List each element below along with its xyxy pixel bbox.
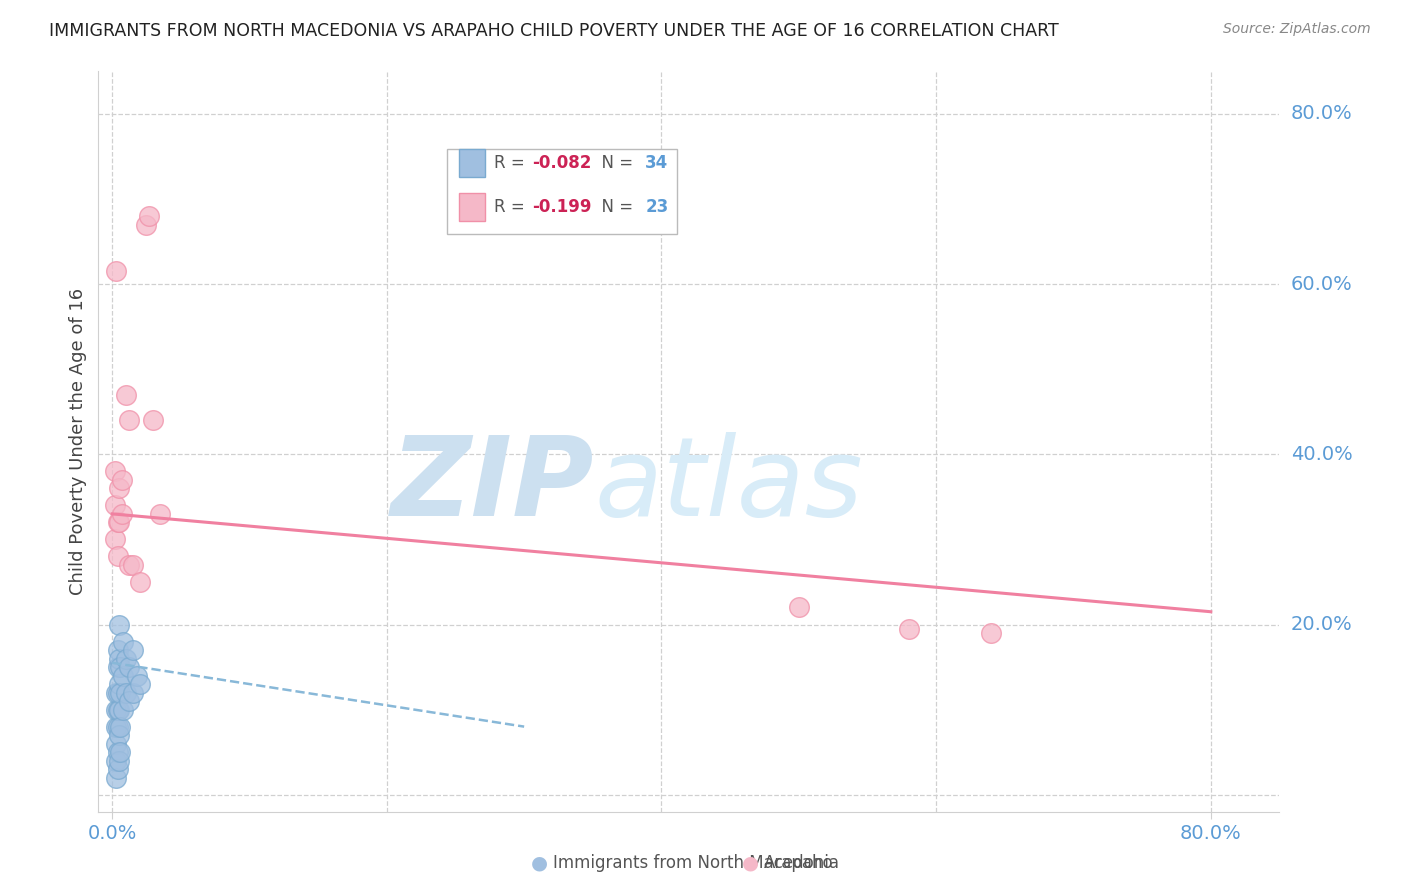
- Text: 40.0%: 40.0%: [1291, 445, 1353, 464]
- Point: [115, 651, 138, 665]
- Text: 23: 23: [645, 198, 668, 216]
- Point: [111, 507, 134, 521]
- Text: Arapaho: Arapaho: [763, 855, 834, 872]
- Point: [111, 473, 134, 487]
- Point: [107, 516, 129, 530]
- Text: 20.0%: 20.0%: [1291, 615, 1353, 634]
- Point: [142, 413, 165, 427]
- Point: [107, 745, 129, 759]
- Point: [110, 685, 132, 699]
- Point: [112, 668, 135, 682]
- Point: [105, 685, 128, 699]
- Point: [128, 677, 150, 691]
- Point: [108, 617, 131, 632]
- Point: [115, 685, 138, 699]
- Point: [108, 481, 131, 495]
- Point: [107, 549, 129, 564]
- FancyBboxPatch shape: [458, 149, 485, 178]
- Point: [107, 660, 129, 674]
- Point: [112, 634, 135, 648]
- Point: [110, 660, 132, 674]
- Point: [105, 737, 128, 751]
- Point: [117, 694, 139, 708]
- FancyBboxPatch shape: [447, 149, 678, 235]
- Text: Source: ZipAtlas.com: Source: ZipAtlas.com: [1223, 22, 1371, 37]
- Text: ●: ●: [742, 854, 759, 873]
- Point: [125, 668, 148, 682]
- Y-axis label: Child Poverty Under the Age of 16: Child Poverty Under the Age of 16: [69, 288, 87, 595]
- Point: [128, 574, 150, 589]
- Text: ●: ●: [531, 854, 548, 873]
- Point: [121, 685, 143, 699]
- Text: 60.0%: 60.0%: [1291, 275, 1353, 293]
- Text: -0.199: -0.199: [531, 198, 592, 216]
- Text: atlas: atlas: [595, 433, 863, 540]
- Point: [117, 413, 139, 427]
- Point: [121, 558, 143, 572]
- Text: R =: R =: [494, 198, 530, 216]
- Point: [110, 720, 132, 734]
- Point: [107, 720, 129, 734]
- Text: R =: R =: [494, 154, 530, 172]
- Point: [104, 499, 127, 513]
- Point: [108, 516, 131, 530]
- Point: [121, 643, 143, 657]
- Point: [104, 533, 127, 547]
- Point: [105, 754, 128, 768]
- Point: [115, 388, 138, 402]
- Text: 34: 34: [645, 154, 668, 172]
- Point: [117, 558, 139, 572]
- Point: [897, 622, 920, 636]
- Point: [108, 703, 131, 717]
- Point: [108, 677, 131, 691]
- Point: [787, 600, 810, 615]
- Point: [110, 745, 132, 759]
- Text: N =: N =: [591, 198, 638, 216]
- Point: [105, 720, 128, 734]
- Point: [980, 626, 1002, 640]
- Point: [107, 762, 129, 776]
- Point: [149, 507, 172, 521]
- Point: [107, 703, 129, 717]
- Text: ZIP: ZIP: [391, 433, 595, 540]
- Point: [104, 464, 127, 478]
- Text: Immigrants from North Macedonia: Immigrants from North Macedonia: [553, 855, 838, 872]
- Point: [105, 703, 128, 717]
- Point: [117, 660, 139, 674]
- Point: [105, 771, 128, 785]
- Text: 80.0%: 80.0%: [1291, 104, 1353, 123]
- Point: [108, 754, 131, 768]
- Point: [135, 218, 157, 232]
- Point: [107, 685, 129, 699]
- FancyBboxPatch shape: [458, 193, 485, 221]
- Point: [108, 728, 131, 742]
- Point: [107, 643, 129, 657]
- Point: [112, 703, 135, 717]
- Text: N =: N =: [591, 154, 638, 172]
- Point: [138, 209, 160, 223]
- Text: IMMIGRANTS FROM NORTH MACEDONIA VS ARAPAHO CHILD POVERTY UNDER THE AGE OF 16 COR: IMMIGRANTS FROM NORTH MACEDONIA VS ARAPA…: [49, 22, 1059, 40]
- Text: -0.082: -0.082: [531, 154, 592, 172]
- Point: [108, 651, 131, 665]
- Point: [105, 264, 128, 278]
